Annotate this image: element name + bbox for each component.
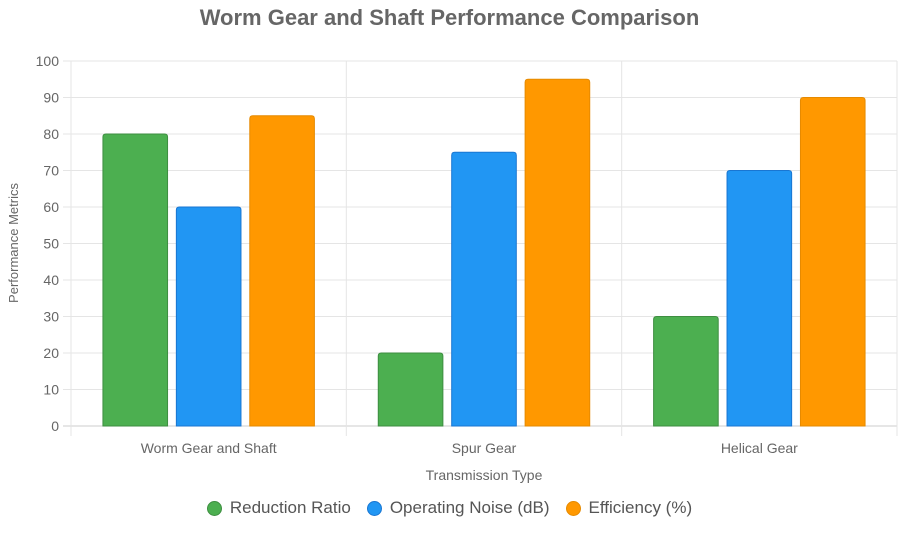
y-tick-label: 50 <box>43 236 59 252</box>
bar <box>799 97 866 427</box>
y-tick-label: 80 <box>43 126 59 142</box>
bar <box>653 316 719 427</box>
y-tick-label: 20 <box>43 345 59 361</box>
bar <box>102 133 169 427</box>
y-axis-label: Performance Metrics <box>6 183 21 303</box>
legend-swatch <box>565 500 581 516</box>
bar <box>175 206 242 427</box>
x-tick-label: Spur Gear <box>452 440 517 456</box>
bar <box>726 170 793 427</box>
y-tick-label: 10 <box>43 382 59 398</box>
legend-item[interactable]: Operating Noise (dB) <box>366 498 550 518</box>
bar <box>377 352 444 427</box>
y-tick-label: 60 <box>43 199 59 215</box>
legend-label: Operating Noise (dB) <box>389 498 550 517</box>
x-tick-label: Helical Gear <box>721 440 798 456</box>
axes: 0 10 20 30 40 50 60 70 80 90 100 Worm Gear and Shaf… <box>36 53 799 456</box>
legend: Reduction Ratio Operating Noise (dB) Effic… <box>0 498 899 518</box>
x-tick-label: Worm Gear and Shaft <box>141 440 277 456</box>
bar <box>451 151 517 427</box>
legend-label: Reduction Ratio <box>229 498 351 517</box>
bar <box>249 115 315 427</box>
y-tick-label: 30 <box>43 309 59 325</box>
y-tick-label: 100 <box>36 53 60 69</box>
bars <box>102 78 866 427</box>
legend-item[interactable]: Efficiency (%) <box>565 498 693 518</box>
bar <box>524 78 591 427</box>
y-tick-label: 90 <box>43 90 59 106</box>
legend-label: Efficiency (%) <box>588 498 693 517</box>
y-tick-label: 40 <box>43 272 59 288</box>
y-tick-label: 70 <box>43 163 59 179</box>
chart-title: Worm Gear and Shaft Performance Comparis… <box>199 5 700 30</box>
legend-swatch <box>206 500 222 516</box>
y-tick-label: 0 <box>51 418 59 434</box>
legend-item[interactable]: Reduction Ratio <box>206 498 351 518</box>
x-axis-label: Transmission Type <box>426 467 543 483</box>
legend-swatch <box>366 500 382 516</box>
